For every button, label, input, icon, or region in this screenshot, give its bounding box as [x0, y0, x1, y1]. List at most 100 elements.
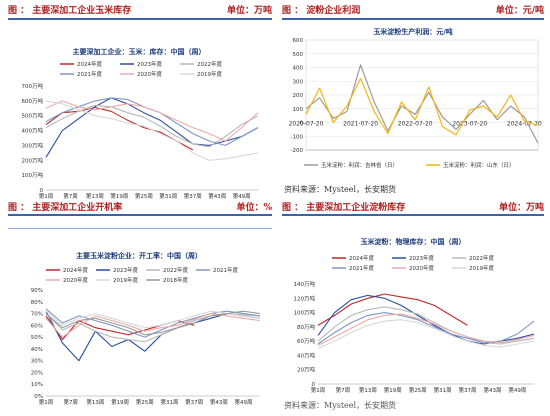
operating-rate-chart: 主要玉米淀粉企业：开工率：中国（周） 0% 10% 20% 30% 40% 50% 60% 70… — [31, 251, 261, 406]
x-tick-label: 第49周 — [233, 192, 251, 200]
series-line — [45, 310, 261, 329]
x-tick-label: 第19周 — [110, 192, 128, 200]
x-tick-label: 第31周 — [160, 398, 178, 406]
caption-starch-profit-title: 图 ： 淀粉企业利润 — [282, 6, 361, 16]
x-tick-label: 第19周 — [111, 398, 129, 406]
y-tick-label: 500万吨 — [22, 112, 44, 120]
x-tick-label: 2022-07-20 — [398, 121, 433, 128]
caption-starch-profit: 图 ： 淀粉企业利润 单位：元/吨 — [282, 2, 544, 17]
caption-corn-stock: 图 ： 主要深加工企业玉米库存 单位：万吨 — [8, 2, 272, 17]
y-tick-label: 0 — [40, 188, 44, 194]
y-tick-label: 300 — [293, 79, 304, 85]
x-tick-label: 第1周 — [39, 192, 54, 200]
legend-label: 玉米淀粉：利润：山东（日） — [443, 161, 515, 169]
legend-label: 2019年度 — [113, 276, 138, 284]
legend-label: 2022年度 — [197, 60, 222, 68]
y-tick-label: 80% — [31, 300, 43, 306]
chart-title: 主要玉米淀粉企业：开工率：中国（周） — [76, 251, 202, 260]
series-line — [317, 293, 468, 326]
chart-title: 主要深加工企业：玉米：库存：中国（周） — [73, 47, 206, 56]
caption-starch-stock-title: 图 ： 主要深加工企业淀粉库存 — [282, 203, 406, 213]
x-tick-label: 第7周 — [336, 386, 351, 394]
legend-label: 2019年度 — [469, 264, 494, 272]
series-line — [317, 313, 535, 346]
caption-rule — [8, 228, 272, 229]
y-tick-label: 80万吨 — [297, 323, 315, 331]
y-tick-label: 120万吨 — [294, 294, 316, 302]
y-tick-label: 600 — [293, 38, 304, 44]
y-tick-label: -200 — [291, 148, 304, 154]
y-tick-label: 30% — [31, 359, 43, 365]
y-tick-label: 60% — [31, 323, 43, 329]
x-tick-label: 第13周 — [359, 386, 377, 394]
legend-label: 2019年度 — [197, 70, 222, 78]
x-tick-label: 第31周 — [434, 386, 452, 394]
legend-label: 2022年度 — [469, 254, 494, 262]
series-line — [45, 97, 259, 158]
legend-label: 2020年度 — [63, 276, 88, 284]
caption-operating-rate-unit: 单位：% — [236, 203, 272, 213]
x-tick-label: 第7周 — [63, 398, 78, 406]
series-line — [317, 306, 535, 345]
caption-operating-rate: 图 ： 主要深加工企业开机率 单位：% — [8, 199, 272, 214]
series-line — [45, 106, 194, 151]
y-tick-label: 0 — [300, 121, 304, 127]
starch-profit-chart: 玉米淀粉生产利润：元/吨 -200 -100 0 100 200 300 400 500 600 2… — [289, 27, 542, 169]
x-tick-label: 2024-07-20 — [507, 121, 542, 128]
series-line — [45, 310, 261, 336]
legend-label: 2021年度 — [349, 264, 374, 272]
legend-label: 2021年度 — [77, 70, 102, 78]
chart-title: 玉米淀粉生产利润：元/吨 — [373, 27, 453, 36]
series-line — [305, 77, 539, 136]
y-tick-label: 700万吨 — [22, 82, 44, 90]
x-tick-label: 第49周 — [508, 386, 526, 394]
legend-label: 2024年度 — [77, 60, 102, 68]
legend-label: 2024年度 — [349, 254, 374, 262]
y-tick-label: -100 — [291, 134, 304, 140]
y-tick-label: 100 — [293, 107, 304, 113]
series-line — [45, 313, 261, 338]
y-tick-label: 20% — [31, 370, 43, 376]
y-tick-label: 100万吨 — [22, 171, 44, 179]
x-tick-label: 第43周 — [210, 398, 228, 406]
x-tick-label: 第49周 — [235, 398, 253, 406]
y-tick-label: 300万吨 — [22, 141, 44, 149]
caption-rule — [282, 18, 544, 20]
caption-rule — [8, 18, 272, 20]
chart-panel-starch-profit: 玉米淀粉生产利润：元/吨 -200 -100 0 100 200 300 400 500 600 2… — [282, 22, 544, 180]
y-tick-label: 0 — [312, 382, 316, 388]
caption-rule — [282, 214, 544, 216]
x-tick-label: 第43周 — [208, 192, 226, 200]
y-tick-label: 10% — [31, 382, 43, 388]
legend-label: 2023年度 — [409, 254, 434, 262]
legend-label: 2023年度 — [113, 266, 138, 274]
series-line — [45, 100, 259, 142]
y-tick-label: 100万吨 — [294, 309, 316, 317]
legend-label: 2022年度 — [163, 266, 188, 274]
x-tick-label: 第31周 — [159, 192, 177, 200]
y-tick-label: 140万吨 — [294, 280, 316, 288]
source-note-partial: 资料来源：Mysteel，长安期货 — [284, 401, 397, 410]
caption-rule — [8, 214, 272, 216]
x-tick-label: 2020-07-20 — [289, 121, 324, 128]
y-tick-label: 400万吨 — [22, 127, 44, 135]
legend-label: 2024年度 — [63, 266, 88, 274]
y-tick-label: 0% — [34, 394, 43, 400]
y-tick-label: 70% — [31, 312, 43, 318]
y-tick-label: 500 — [293, 52, 304, 58]
x-tick-label: 第13周 — [86, 398, 104, 406]
source-note: 资料来源：Mysteel，长安期货 — [284, 185, 397, 194]
legend-label: 2023年度 — [137, 60, 162, 68]
corn-stock-chart: 主要深加工企业：玉米：库存：中国（周） 0 100万吨 200万吨 300万吨 400万吨… — [22, 47, 259, 200]
x-tick-label: 第19周 — [384, 386, 402, 394]
y-tick-label: 40% — [31, 347, 43, 353]
series-line — [317, 312, 535, 345]
x-tick-label: 2023-07-20 — [452, 121, 487, 128]
x-tick-label: 第43周 — [483, 386, 501, 394]
x-tick-label: 第25周 — [135, 192, 153, 200]
y-tick-label: 600万吨 — [22, 97, 44, 105]
y-tick-label: 200万吨 — [22, 156, 44, 164]
series-line — [45, 100, 259, 161]
starch-stock-chart: 玉米淀粉：物理库存：中国（周） 0 20万吨 40万吨 60万吨 80万吨 100万吨 120… — [294, 237, 535, 394]
caption-starch-profit-unit: 单位：元/吨 — [495, 6, 544, 16]
